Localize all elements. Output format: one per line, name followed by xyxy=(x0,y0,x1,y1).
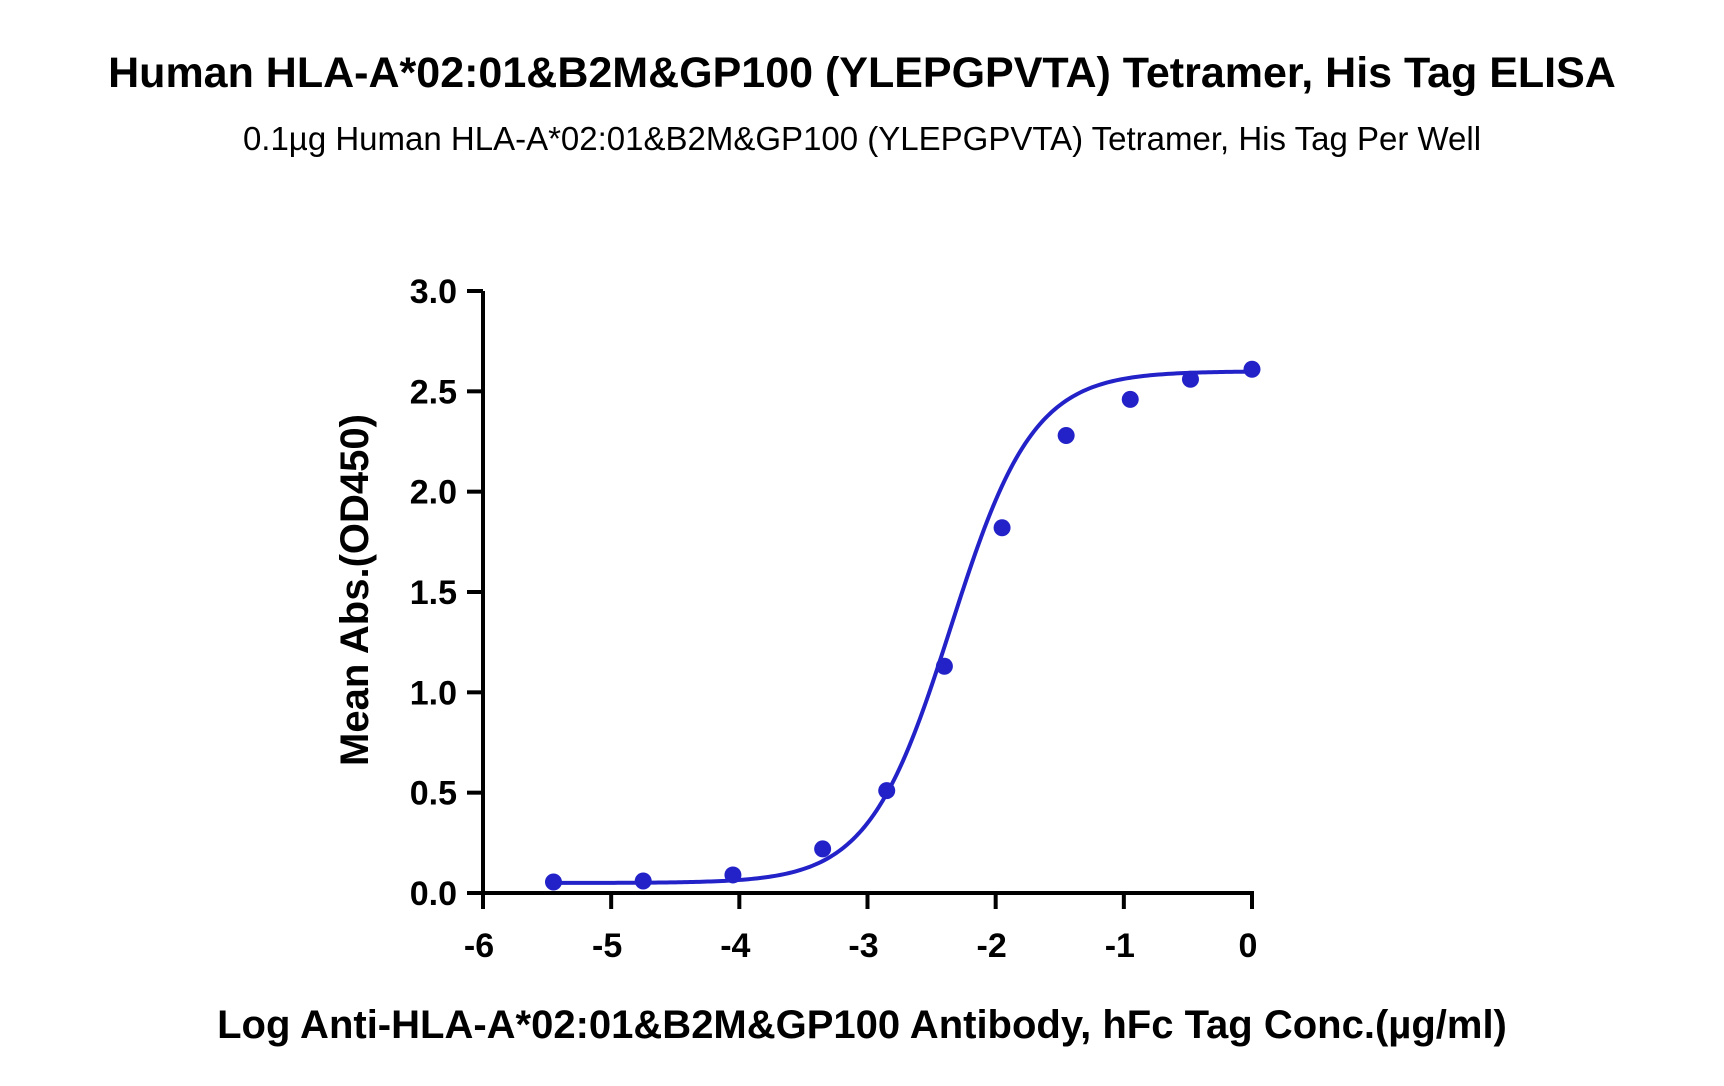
data-point xyxy=(1121,390,1139,408)
data-point xyxy=(878,782,896,800)
data-point xyxy=(1057,426,1075,444)
x-tick-label: -3 xyxy=(848,927,878,965)
data-point xyxy=(1181,370,1199,388)
x-tick-label: -4 xyxy=(720,927,750,965)
y-tick-label: 0.5 xyxy=(410,775,457,813)
y-tick-label: 2.0 xyxy=(410,474,457,512)
data-point xyxy=(993,519,1011,537)
data-point xyxy=(724,866,742,884)
x-tick-label: -5 xyxy=(592,927,622,965)
y-tick-label: 0.0 xyxy=(410,875,457,913)
y-tick-label: 1.5 xyxy=(410,574,457,612)
chart-subtitle: 0.1µg Human HLA-A*02:01&B2M&GP100 (YLEPG… xyxy=(242,120,1482,157)
x-tick-label: -2 xyxy=(977,927,1007,965)
data-point xyxy=(634,872,652,890)
data-points-layer xyxy=(544,360,1261,891)
axes: 0.0 0.5 1.0 1.5 2.0 2.5 3.0 -6 -5 -4 -3 -2 -1 0 xyxy=(410,273,1258,965)
y-tick-label: 3.0 xyxy=(410,273,457,311)
x-axis-title: Log Anti-HLA-A*02:01&B2M&GP100 Antibody,… xyxy=(217,1003,1507,1047)
data-point xyxy=(935,657,953,675)
x-tick-label: 0 xyxy=(1239,927,1258,965)
y-axis-title: Mean Abs.(OD450) xyxy=(333,414,377,766)
data-point xyxy=(544,873,562,891)
fit-curve-layer xyxy=(553,369,1253,885)
x-tick-label: -1 xyxy=(1105,927,1135,965)
chart-title: Human HLA-A*02:01&B2M&GP100 (YLEPGPVTA) … xyxy=(108,49,1616,97)
x-tick-label: -6 xyxy=(464,927,494,965)
data-point xyxy=(1243,360,1261,378)
fit-curve xyxy=(553,369,1253,885)
data-point xyxy=(814,840,832,858)
y-tick-label: 1.0 xyxy=(410,674,457,712)
y-tick-label: 2.5 xyxy=(410,373,457,411)
